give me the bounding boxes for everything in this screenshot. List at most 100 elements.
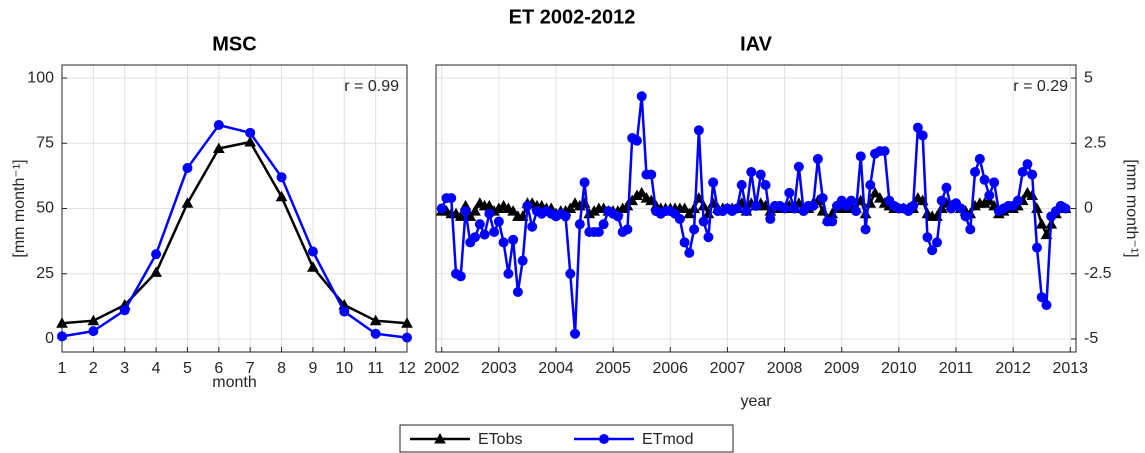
data-point — [635, 186, 648, 198]
data-point — [622, 224, 633, 235]
x-tick-label: 3 — [120, 360, 129, 377]
data-point — [636, 91, 647, 102]
data-point — [493, 216, 504, 227]
data-point — [1036, 292, 1047, 303]
data-point — [970, 166, 981, 177]
series-line — [61, 140, 408, 325]
data-point — [679, 237, 690, 248]
data-point — [741, 206, 752, 217]
data-point — [593, 226, 604, 237]
x-axis-label: month — [212, 374, 256, 391]
data-point — [974, 153, 985, 164]
data-point — [182, 163, 193, 174]
data-point — [927, 245, 938, 256]
data-point — [517, 255, 528, 266]
data-point — [846, 195, 857, 206]
data-point — [984, 190, 995, 201]
data-point — [436, 203, 447, 214]
data-point — [527, 221, 538, 232]
annotation: r = 0.29 — [1013, 78, 1068, 95]
data-point — [941, 182, 952, 193]
data-point — [731, 203, 742, 214]
data-point — [498, 237, 509, 248]
data-point — [570, 328, 581, 339]
data-point — [339, 306, 350, 317]
data-point — [789, 203, 800, 214]
data-point — [755, 169, 766, 180]
data-point — [922, 232, 933, 243]
data-point — [244, 135, 257, 147]
y-tick-label: 2.5 — [1084, 134, 1106, 151]
x-tick-label: 2 — [89, 360, 98, 377]
data-point — [512, 286, 523, 297]
data-point — [574, 219, 585, 230]
data-point — [119, 305, 130, 316]
y-tick-label: 5 — [1084, 69, 1093, 86]
y-tick-label: 25 — [36, 265, 54, 282]
data-point — [812, 153, 823, 164]
data-point — [855, 151, 866, 162]
x-tick-label: 2009 — [824, 360, 860, 377]
data-point — [469, 205, 481, 216]
x-tick-label: 2013 — [1052, 360, 1088, 377]
data-point — [181, 197, 194, 208]
y-tick-label: 0 — [45, 330, 54, 347]
data-point — [370, 328, 381, 339]
data-point — [275, 190, 288, 202]
y-tick-label: 50 — [36, 200, 54, 217]
data-point — [307, 261, 319, 272]
data-point — [1035, 218, 1048, 229]
data-point — [369, 314, 382, 326]
data-point — [684, 247, 695, 258]
legend-marker — [434, 432, 446, 444]
data-point — [1017, 166, 1028, 177]
data-point — [276, 172, 287, 183]
data-point — [960, 211, 971, 222]
data-point — [879, 146, 890, 157]
x-tick-label: 6 — [214, 360, 223, 377]
subplot-title: MSC — [212, 33, 256, 55]
data-point — [460, 206, 471, 217]
data-point — [912, 122, 923, 133]
data-point — [522, 200, 533, 211]
x-tick-label: 10 — [335, 360, 353, 377]
y-tick-label: 100 — [27, 69, 54, 86]
data-point — [989, 177, 1000, 188]
x-tick-label: 4 — [152, 360, 161, 377]
data-point — [454, 210, 467, 221]
x-tick-label: 2002 — [424, 360, 460, 377]
figure-title: ET 2002-2012 — [509, 6, 636, 28]
data-point — [307, 246, 318, 257]
data-point — [751, 200, 761, 211]
data-point — [931, 237, 942, 248]
data-point — [508, 234, 519, 245]
x-tick-label: 12 — [398, 360, 416, 377]
data-point — [560, 211, 571, 222]
data-point — [1060, 203, 1071, 214]
data-point — [746, 166, 757, 177]
data-point — [869, 186, 881, 198]
x-tick-label: 2003 — [481, 360, 517, 377]
x-tick-label: 2008 — [767, 360, 803, 377]
x-tick-label: 1 — [58, 360, 67, 377]
data-point — [1027, 169, 1038, 180]
data-point — [817, 193, 828, 204]
x-tick-label: 2011 — [939, 360, 974, 377]
data-point — [455, 271, 466, 282]
y-axis-label: [mm month⁻¹] — [11, 159, 28, 257]
data-point — [851, 206, 861, 217]
data-point — [827, 216, 838, 227]
data-point — [598, 219, 609, 230]
data-point — [489, 226, 500, 237]
axes-box — [61, 64, 408, 353]
data-point — [689, 224, 700, 235]
data-point — [564, 202, 577, 213]
data-point — [955, 203, 966, 214]
data-point — [808, 200, 819, 211]
data-point — [865, 180, 876, 191]
legend-label: ETmod — [642, 431, 694, 448]
x-tick-label: 2010 — [881, 360, 917, 377]
data-point — [579, 177, 590, 188]
data-point — [1012, 195, 1023, 206]
x-tick-label: 2005 — [595, 360, 631, 377]
